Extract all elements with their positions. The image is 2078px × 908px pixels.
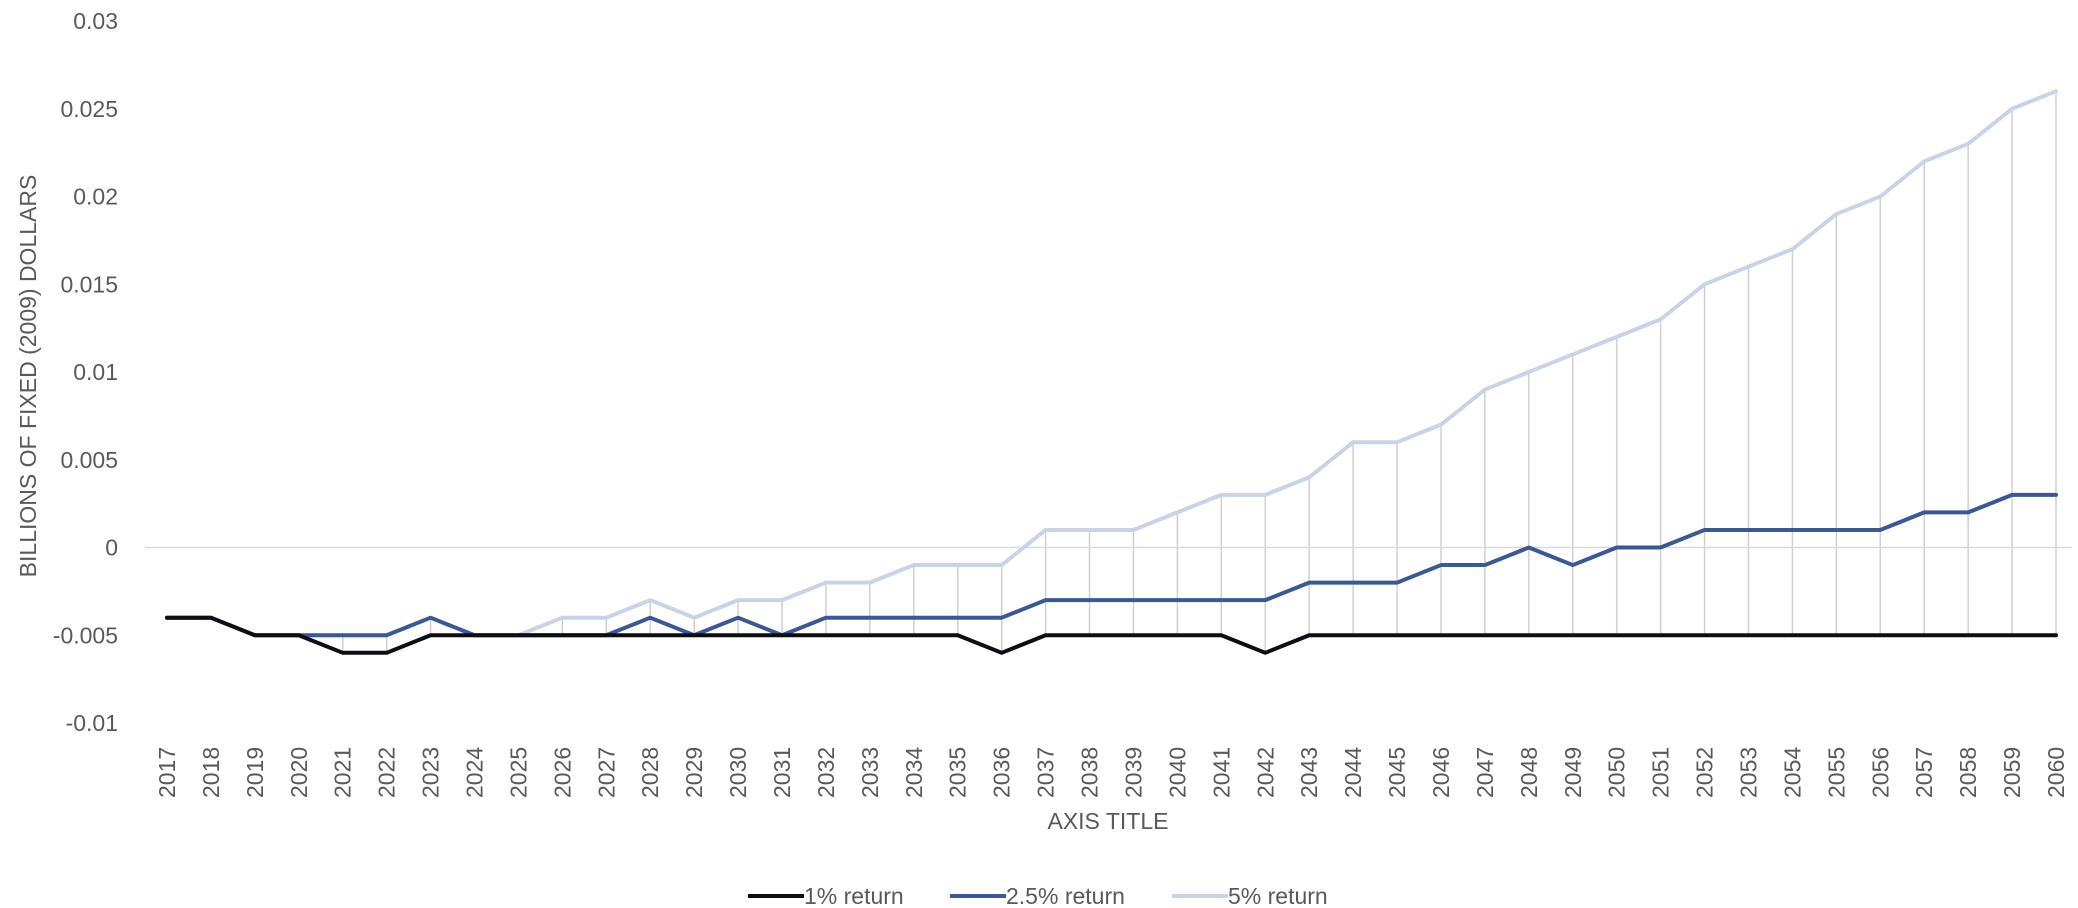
x-tick-label: 2039: [1120, 747, 1146, 798]
x-tick-label: 2017: [154, 747, 180, 798]
drop-lines: [341, 91, 2057, 653]
x-tick-label: 2027: [593, 747, 619, 798]
y-tick-label: -0.01: [66, 710, 118, 736]
x-tick-label: 2040: [1164, 747, 1190, 798]
x-tick-label: 2020: [286, 747, 312, 798]
x-tick-label: 2046: [1428, 747, 1454, 798]
series-lines: [165, 89, 2058, 655]
y-tick-label: -0.005: [53, 622, 118, 648]
y-tick-label: 0.005: [60, 447, 118, 473]
x-tick-label: 2024: [462, 747, 488, 798]
x-tick-label: 2033: [857, 747, 883, 798]
x-tick-label: 2051: [1648, 747, 1674, 798]
x-tick-label: 2035: [945, 747, 971, 798]
series-line-5-return: [165, 89, 2058, 638]
series-line-1-return: [165, 615, 2058, 655]
x-tick-label: 2056: [1867, 747, 1893, 798]
x-tick-label: 2030: [725, 747, 751, 798]
x-tick-label: 2042: [1252, 747, 1278, 798]
x-tick-label: 2023: [418, 747, 444, 798]
x-tick-label: 2054: [1779, 747, 1805, 798]
x-tick-label: 2043: [1296, 747, 1322, 798]
y-tick-label: 0.015: [60, 271, 118, 297]
x-tick-label: 2028: [637, 747, 663, 798]
x-tick-label: 2022: [374, 747, 400, 798]
x-axis-tick-labels: 2017 2018 2019 2020 2021 2022 2023 2024 2025 2026…: [154, 747, 2069, 798]
x-tick-label: 2048: [1516, 747, 1542, 798]
x-tick-label: 2055: [1823, 747, 1849, 798]
x-tick-label: 2036: [989, 747, 1015, 798]
y-axis-tick-labels: 0.03 0.025 0.02 0.015 0.01 0.005 0 -0.005 -0.01: [53, 8, 118, 736]
x-tick-label: 2037: [1033, 747, 1059, 798]
x-tick-label: 2029: [681, 747, 707, 798]
series-line-2-5-return: [165, 492, 2058, 638]
y-tick-label: 0.02: [73, 184, 118, 210]
x-tick-label: 2052: [1692, 747, 1718, 798]
x-tick-label: 2041: [1208, 747, 1234, 798]
x-tick-label: 2049: [1560, 747, 1586, 798]
x-tick-label: 2057: [1911, 747, 1937, 798]
x-tick-label: 2059: [1999, 747, 2025, 798]
y-axis-title: BILLIONS OF FIXED (2009) DOLLARS: [15, 175, 41, 578]
legend-label: 1% return: [804, 883, 904, 908]
legend: 1% return 2.5% return 5% return: [748, 883, 1328, 908]
x-tick-label: 2018: [198, 747, 224, 798]
y-tick-label: 0.01: [73, 359, 118, 385]
x-tick-label: 2031: [769, 747, 795, 798]
x-tick-label: 2038: [1077, 747, 1103, 798]
x-tick-label: 2021: [330, 747, 356, 798]
x-tick-label: 2050: [1604, 747, 1630, 798]
x-tick-label: 2025: [505, 747, 531, 798]
x-tick-label: 2053: [1735, 747, 1761, 798]
legend-label: 5% return: [1228, 883, 1328, 908]
y-tick-label: 0.025: [60, 96, 118, 122]
x-tick-label: 2044: [1340, 747, 1366, 798]
x-tick-label: 2045: [1384, 747, 1410, 798]
x-tick-label: 2047: [1472, 747, 1498, 798]
x-tick-label: 2058: [1955, 747, 1981, 798]
x-axis-title: AXIS TITLE: [1047, 808, 1168, 834]
x-tick-label: 2019: [242, 747, 268, 798]
y-tick-label: 0.03: [73, 8, 118, 34]
x-tick-label: 2032: [813, 747, 839, 798]
x-tick-label: 2034: [901, 747, 927, 798]
legend-label: 2.5% return: [1006, 883, 1125, 908]
x-tick-label: 2026: [549, 747, 575, 798]
x-tick-label: 2060: [2043, 747, 2069, 798]
y-tick-label: 0: [105, 535, 118, 561]
